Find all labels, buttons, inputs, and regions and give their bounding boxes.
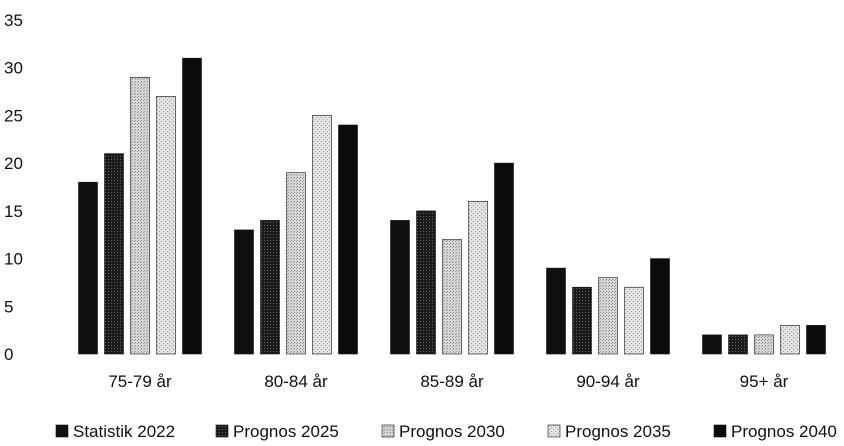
legend-item: Statistik 2022 (55, 422, 175, 441)
x-axis: 75-79 år 80-84 år 85-89 år 90-94 år 95+ år (108, 372, 788, 391)
legend-label: Prognos 2025 (233, 422, 339, 441)
bar (624, 286, 644, 355)
bar (494, 162, 514, 355)
legend-item: Prognos 2040 (713, 422, 837, 441)
legend: Statistik 2022 Prognos 2025 Prognos 2030 Pr… (55, 422, 837, 441)
bar (416, 210, 436, 355)
bar (260, 220, 280, 355)
y-tick-label: 5 (4, 297, 13, 316)
category-label: 90-94 år (576, 372, 640, 391)
bars (78, 57, 826, 355)
category-label: 80-84 år (264, 372, 328, 391)
legend-swatch (55, 424, 69, 438)
category-label: 95+ år (740, 372, 789, 391)
bar (572, 286, 592, 355)
legend-swatch (547, 424, 561, 438)
bar (312, 115, 332, 355)
legend-swatch (215, 424, 229, 438)
bar (286, 172, 306, 355)
y-tick-label: 10 (4, 250, 23, 269)
y-tick-label: 0 (4, 345, 13, 364)
bar (754, 334, 774, 355)
bar (234, 229, 254, 355)
legend-item: Prognos 2025 (215, 422, 339, 441)
y-tick-label: 25 (4, 106, 23, 125)
y-tick-label: 20 (4, 154, 23, 173)
bar (442, 239, 462, 355)
y-tick-label: 30 (4, 59, 23, 78)
bar (156, 96, 176, 355)
y-axis: 0 5 10 15 20 25 30 35 (4, 11, 23, 364)
legend-label: Prognos 2035 (565, 422, 671, 441)
bar (806, 325, 826, 355)
legend-label: Prognos 2040 (731, 422, 837, 441)
bar (780, 325, 800, 355)
legend-item: Prognos 2035 (547, 422, 671, 441)
bar (728, 334, 748, 355)
legend-swatch (381, 424, 395, 438)
bar (702, 334, 722, 355)
bar (182, 57, 202, 355)
legend-item: Prognos 2030 (381, 422, 505, 441)
legend-swatch (713, 424, 727, 438)
bar (650, 258, 670, 355)
bar (468, 201, 488, 355)
y-tick-label: 15 (4, 202, 23, 221)
bar (130, 77, 150, 355)
bar (104, 153, 124, 355)
category-label: 85-89 år (420, 372, 484, 391)
bar (338, 124, 358, 355)
category-label: 75-79 år (108, 372, 172, 391)
bar (78, 181, 98, 355)
legend-label: Prognos 2030 (399, 422, 505, 441)
y-tick-label: 35 (4, 11, 23, 30)
bar (390, 220, 410, 355)
legend-label: Statistik 2022 (73, 422, 175, 441)
bar (598, 277, 618, 355)
bar (546, 267, 566, 355)
